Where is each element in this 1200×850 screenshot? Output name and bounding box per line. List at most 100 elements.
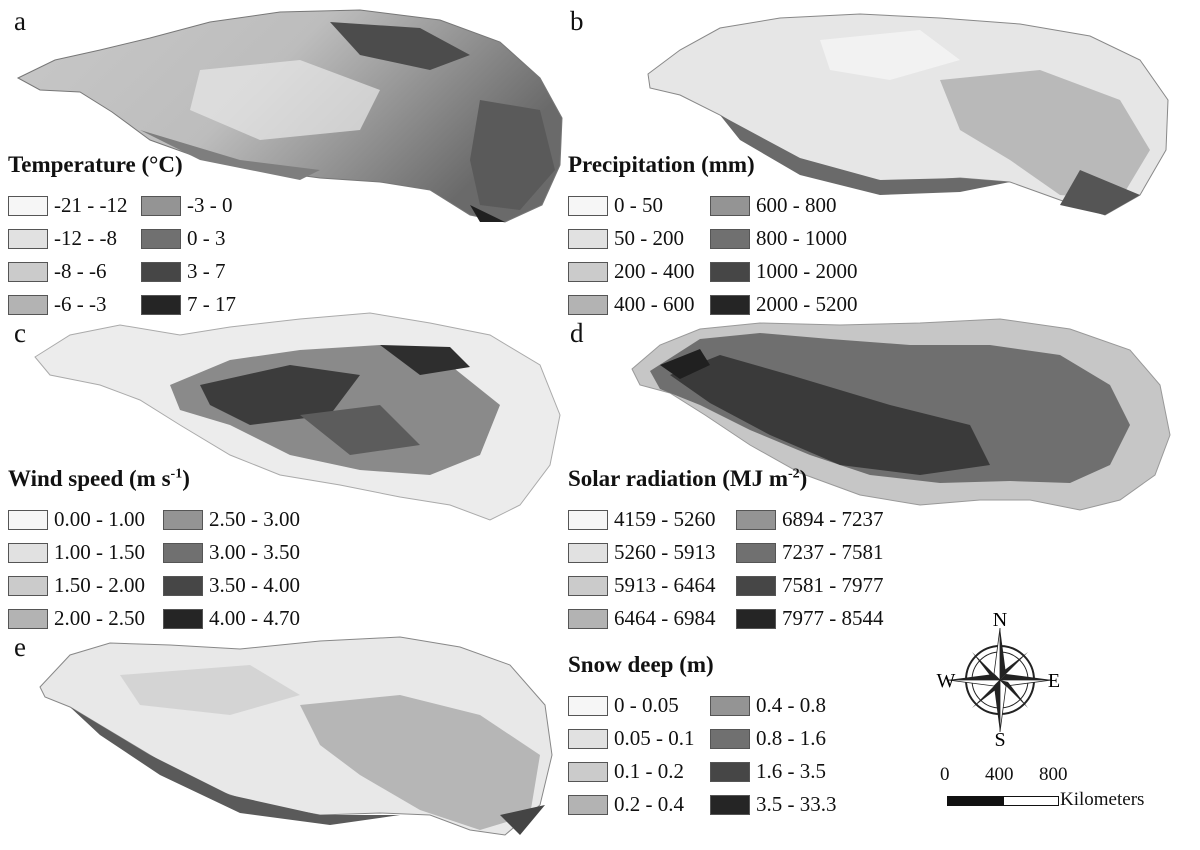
legend-label: 4.00 - 4.70 bbox=[209, 606, 300, 630]
legend-swatch bbox=[141, 295, 181, 315]
legend-swatch bbox=[568, 543, 608, 563]
legend-label: 2.50 - 3.00 bbox=[209, 507, 300, 531]
scale-tick-label: 0 bbox=[940, 764, 950, 785]
legend-swatch bbox=[568, 510, 608, 530]
legend-label: 7 - 17 bbox=[187, 292, 236, 316]
legend-label: 1000 - 2000 bbox=[756, 259, 858, 283]
solar-radiation-map bbox=[631, 318, 1171, 511]
legend-label: 0.8 - 1.6 bbox=[756, 726, 826, 750]
compass-east: E bbox=[1048, 670, 1060, 692]
legend-label: -3 - 0 bbox=[187, 193, 233, 217]
legend-title: Temperature (°C) bbox=[8, 152, 183, 177]
legend-title: Wind speed (m s-1) bbox=[8, 466, 190, 491]
legend-swatch bbox=[8, 262, 48, 282]
legend-swatch bbox=[568, 696, 608, 716]
legend-label: 6894 - 7237 bbox=[782, 507, 884, 531]
legend-swatch bbox=[568, 795, 608, 815]
legend-label: 5913 - 6464 bbox=[614, 573, 716, 597]
legend-swatch bbox=[710, 696, 750, 716]
legend-swatch bbox=[710, 229, 750, 249]
legend-swatch bbox=[736, 576, 776, 596]
legend-swatch bbox=[163, 609, 203, 629]
legend-label: 2000 - 5200 bbox=[756, 292, 858, 316]
legend-swatch bbox=[568, 576, 608, 596]
legend-label: 7581 - 7977 bbox=[782, 573, 884, 597]
legend-label: 3 - 7 bbox=[187, 259, 226, 283]
panel-label-d: d bbox=[570, 318, 584, 348]
legend-swatch bbox=[8, 609, 48, 629]
panel-label-e: e bbox=[14, 632, 26, 662]
legend-label: -8 - -6 bbox=[54, 259, 107, 283]
legend-label: 0.4 - 0.8 bbox=[756, 693, 826, 717]
precipitation-map bbox=[647, 13, 1169, 216]
legend-title: Solar radiation (MJ m-2) bbox=[568, 466, 808, 491]
legend-swatch bbox=[141, 229, 181, 249]
legend-swatch bbox=[163, 543, 203, 563]
legend-swatch bbox=[736, 609, 776, 629]
legend-label: 7237 - 7581 bbox=[782, 540, 884, 564]
compass-north: N bbox=[993, 610, 1007, 631]
panel-label-c: c bbox=[14, 318, 26, 348]
legend-label: -21 - -12 bbox=[54, 193, 128, 217]
legend-swatch bbox=[568, 262, 608, 282]
scale-bar: 0 400 800 Kilometers bbox=[940, 764, 1180, 814]
legend-swatch bbox=[568, 762, 608, 782]
legend-swatch bbox=[710, 196, 750, 216]
scale-tick-label: 800 bbox=[1039, 764, 1068, 785]
legend-label: 7977 - 8544 bbox=[782, 606, 884, 630]
legend-swatch bbox=[568, 729, 608, 749]
legend-label: 5260 - 5913 bbox=[614, 540, 716, 564]
legend-swatch bbox=[568, 295, 608, 315]
legend-swatch bbox=[568, 196, 608, 216]
compass-south: S bbox=[994, 729, 1005, 750]
legend-swatch bbox=[568, 609, 608, 629]
legend-label: 0.2 - 0.4 bbox=[614, 792, 684, 816]
wind-speed-map bbox=[34, 312, 561, 521]
legend-label: 1.00 - 1.50 bbox=[54, 540, 145, 564]
legend-label: 0.00 - 1.00 bbox=[54, 507, 145, 531]
scale-segment-empty bbox=[1003, 796, 1059, 806]
legend-label: 200 - 400 bbox=[614, 259, 695, 283]
legend-swatch bbox=[8, 196, 48, 216]
legend-label: 3.5 - 33.3 bbox=[756, 792, 837, 816]
legend-label: 0 - 3 bbox=[187, 226, 226, 250]
legend-swatch bbox=[8, 295, 48, 315]
legend-swatch bbox=[141, 196, 181, 216]
legend-label: -12 - -8 bbox=[54, 226, 117, 250]
temperature-map bbox=[16, 9, 563, 223]
panel-label-b: b bbox=[570, 6, 584, 36]
legend-swatch bbox=[710, 262, 750, 282]
legend-swatch bbox=[710, 295, 750, 315]
legend-label: 50 - 200 bbox=[614, 226, 684, 250]
legend-label: 400 - 600 bbox=[614, 292, 695, 316]
legend-swatch bbox=[163, 576, 203, 596]
legend-swatch bbox=[141, 262, 181, 282]
legend-label: 1.6 - 3.5 bbox=[756, 759, 826, 783]
legend-label: 4159 - 5260 bbox=[614, 507, 716, 531]
legend-label: 0.1 - 0.2 bbox=[614, 759, 684, 783]
compass-west: W bbox=[937, 670, 956, 692]
legend-swatch bbox=[568, 229, 608, 249]
legend-label: 6464 - 6984 bbox=[614, 606, 716, 630]
legend-swatch bbox=[8, 543, 48, 563]
legend-label: 0 - 0.05 bbox=[614, 693, 679, 717]
legend-label: 0 - 50 bbox=[614, 193, 663, 217]
compass-rose-icon: N S W E bbox=[937, 610, 1061, 750]
legend-swatch bbox=[710, 762, 750, 782]
legend-label: 600 - 800 bbox=[756, 193, 837, 217]
legend-title: Precipitation (mm) bbox=[568, 152, 755, 177]
legend-label: 1.50 - 2.00 bbox=[54, 573, 145, 597]
snow-depth-map bbox=[39, 636, 553, 836]
legend-label: 0.05 - 0.1 bbox=[614, 726, 695, 750]
legend-label: 2.00 - 2.50 bbox=[54, 606, 145, 630]
legend-label: 3.00 - 3.50 bbox=[209, 540, 300, 564]
panel-label-a: a bbox=[14, 6, 26, 36]
legend-swatch bbox=[8, 229, 48, 249]
legend-swatch bbox=[710, 729, 750, 749]
scale-tick-label: 400 bbox=[985, 764, 1014, 785]
scale-unit: Kilometers bbox=[1060, 789, 1145, 810]
legend-swatch bbox=[163, 510, 203, 530]
legend-label: -6 - -3 bbox=[54, 292, 107, 316]
scale-segment-filled bbox=[947, 796, 1004, 806]
legend-label: 800 - 1000 bbox=[756, 226, 847, 250]
